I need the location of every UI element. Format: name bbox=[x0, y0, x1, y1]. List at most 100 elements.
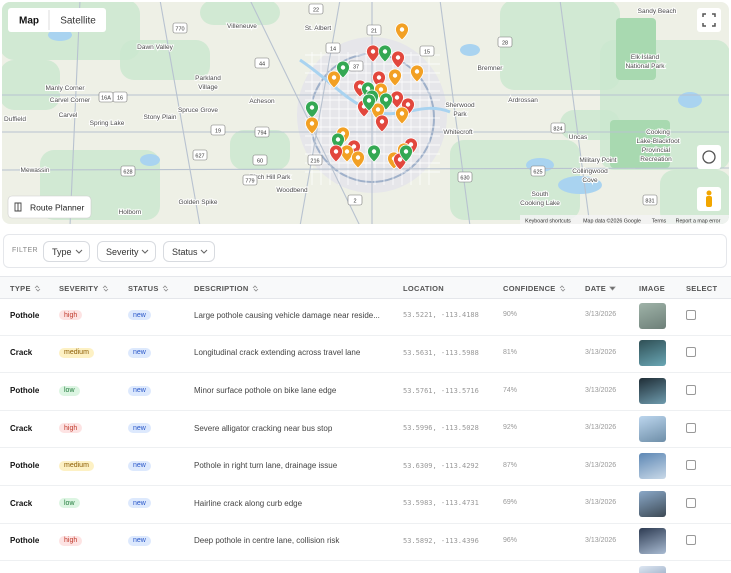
sort-icon bbox=[559, 285, 565, 292]
route-planner-label[interactable]: Route Planner bbox=[30, 203, 85, 213]
description: Pothole in right turn lane, drainage iss… bbox=[194, 461, 338, 471]
sort-icon bbox=[609, 286, 616, 291]
row-divider bbox=[0, 372, 731, 374]
road-shield bbox=[252, 154, 268, 166]
column-header[interactable]: DATE bbox=[585, 284, 616, 293]
chevron-path bbox=[141, 249, 149, 254]
marker-dot bbox=[351, 144, 357, 149]
fullscreen-button[interactable] bbox=[697, 8, 721, 32]
pegman-head bbox=[706, 190, 712, 196]
description: Longitudinal crack extending across trav… bbox=[194, 348, 361, 358]
column-header[interactable]: CONFIDENCE bbox=[503, 284, 566, 293]
sort-path bbox=[162, 285, 168, 292]
route-planner-button[interactable] bbox=[7, 195, 92, 219]
filter-button[interactable]: Severity bbox=[97, 241, 156, 262]
marker-dot bbox=[331, 75, 337, 80]
location: 53.5631, -113.5988 bbox=[403, 348, 479, 357]
filter-button-label[interactable]: Type bbox=[52, 246, 72, 257]
road-shield bbox=[242, 174, 258, 186]
column-header[interactable]: STATUS bbox=[128, 284, 169, 293]
road-label: 22 bbox=[313, 8, 319, 14]
road-label: 16 bbox=[117, 96, 123, 102]
road-label: 770 bbox=[175, 27, 184, 33]
filter-bar bbox=[3, 234, 727, 268]
image-thumbnail[interactable] bbox=[639, 490, 666, 517]
place-label: Bremner bbox=[478, 65, 504, 72]
status-badge: new bbox=[128, 460, 151, 471]
place-label: Cooking Lake bbox=[520, 200, 560, 207]
road-shield bbox=[98, 91, 114, 103]
marker-dot bbox=[382, 49, 388, 54]
marker-dot bbox=[309, 121, 315, 126]
park-reserve bbox=[616, 18, 656, 80]
road-shield bbox=[254, 57, 270, 69]
filter-button-label[interactable]: Status bbox=[172, 246, 198, 257]
filter-button-label[interactable]: Severity bbox=[106, 246, 139, 257]
place-label: Dawn Valley bbox=[137, 44, 173, 51]
filter-button[interactable]: Status bbox=[163, 241, 215, 262]
sort-path bbox=[34, 285, 41, 292]
row-divider bbox=[0, 447, 731, 449]
location: 53.5892, -113.4396 bbox=[403, 536, 479, 545]
column-header[interactable]: SEVERITY bbox=[59, 284, 109, 293]
row-divider bbox=[0, 522, 731, 524]
map-footer-link: Map data ©2026 Google bbox=[583, 218, 641, 225]
place-label: Duffield bbox=[4, 116, 26, 123]
marker-dot bbox=[399, 27, 405, 32]
marker-dot bbox=[371, 149, 377, 154]
road-shield bbox=[308, 3, 324, 15]
place-label: National Park bbox=[625, 63, 665, 70]
road-shield bbox=[457, 171, 473, 183]
row-divider bbox=[0, 485, 731, 486]
select-checkbox[interactable] bbox=[686, 535, 696, 546]
camera-control[interactable] bbox=[697, 145, 721, 169]
marker-dot bbox=[366, 98, 372, 103]
sort-icon bbox=[34, 285, 41, 292]
route-icon bbox=[14, 202, 22, 212]
select-checkbox[interactable] bbox=[686, 347, 696, 358]
filter-button[interactable]: Type bbox=[43, 241, 90, 262]
column-header[interactable]: TYPE bbox=[10, 284, 41, 293]
image-thumbnail[interactable] bbox=[639, 340, 666, 367]
place-label: Holborn bbox=[119, 209, 142, 216]
road-label: 16A bbox=[101, 96, 111, 102]
marker-dot bbox=[403, 149, 409, 154]
select-checkbox[interactable] bbox=[686, 460, 696, 471]
marker-dot bbox=[333, 149, 339, 154]
filter-label: FILTER bbox=[12, 247, 38, 254]
footer-bg bbox=[520, 215, 729, 224]
map-footer-link: Terms bbox=[652, 219, 667, 225]
road-shield bbox=[254, 126, 270, 138]
road-label: 625 bbox=[533, 170, 542, 176]
image-thumbnail[interactable] bbox=[639, 378, 666, 404]
date: 3/13/2026 bbox=[585, 348, 617, 356]
select-checkbox[interactable] bbox=[686, 385, 696, 395]
marker-dot bbox=[405, 102, 411, 107]
place-label: Acheson bbox=[249, 98, 275, 105]
map-tab[interactable]: Map bbox=[19, 16, 39, 27]
column-header[interactable]: DESCRIPTION bbox=[194, 284, 259, 293]
lake bbox=[140, 154, 160, 166]
marker-dot bbox=[379, 119, 385, 124]
sort-icon bbox=[162, 285, 168, 292]
satellite-tab[interactable]: Satellite bbox=[60, 16, 96, 27]
table-header bbox=[0, 276, 731, 299]
select-checkbox[interactable] bbox=[686, 309, 696, 320]
image-thumbnail[interactable] bbox=[639, 302, 666, 329]
road-label: 630 bbox=[460, 176, 469, 182]
image-thumbnail[interactable] bbox=[639, 528, 666, 555]
marker-dot bbox=[383, 97, 389, 102]
road-label: 831 bbox=[645, 199, 654, 205]
place-label: Carvel bbox=[59, 112, 78, 119]
image-thumbnail[interactable] bbox=[639, 566, 666, 573]
status-badge: new bbox=[128, 498, 151, 509]
place-label: Whitecroft bbox=[443, 129, 472, 136]
place-label: Ardrossan bbox=[508, 97, 538, 104]
image-thumbnail[interactable] bbox=[639, 453, 666, 480]
park-area bbox=[2, 60, 60, 110]
park-area bbox=[500, 2, 620, 90]
image-thumbnail[interactable] bbox=[639, 415, 666, 442]
select-checkbox[interactable] bbox=[686, 497, 696, 508]
select-checkbox[interactable] bbox=[686, 422, 696, 433]
